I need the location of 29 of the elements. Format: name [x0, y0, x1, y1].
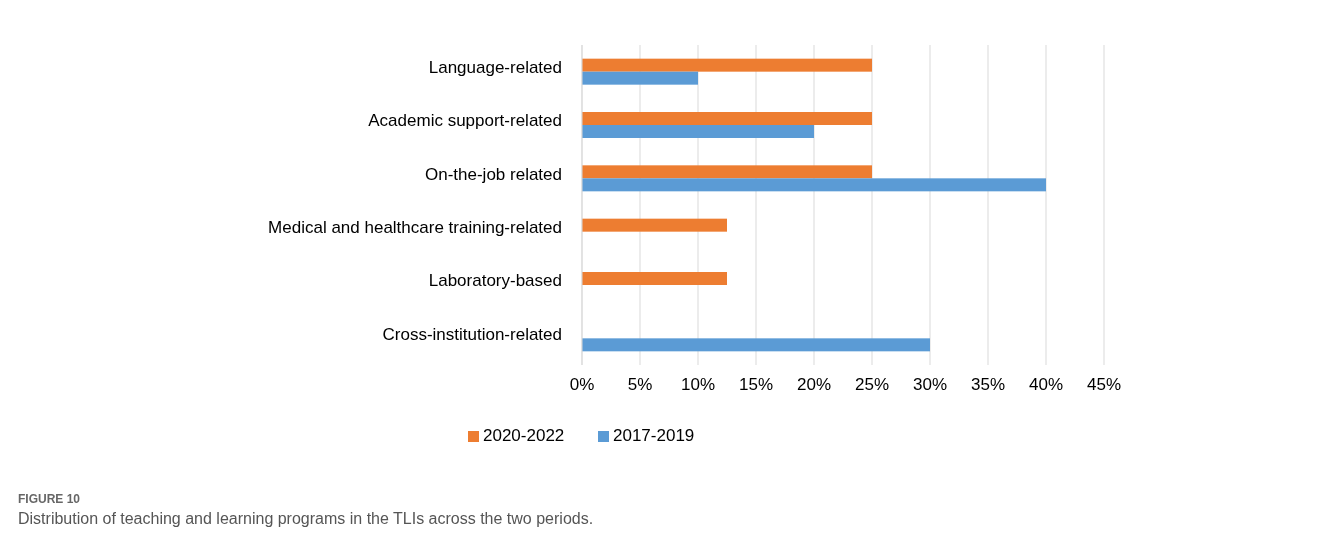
bar — [582, 112, 872, 125]
y-tick-label: Medical and healthcare training-related — [268, 218, 562, 238]
y-tick-label: Academic support-related — [368, 111, 562, 131]
y-tick-label: Language-related — [428, 58, 562, 78]
bar — [582, 218, 727, 232]
x-tick-label: 35% — [970, 375, 1006, 394]
bar — [582, 125, 814, 138]
x-tick-label: 30% — [912, 375, 948, 394]
x-tick-label: 45% — [1086, 375, 1122, 394]
x-tick-label: 15% — [738, 375, 774, 394]
caption: FIGURE 10 — [18, 492, 81, 506]
y-tick-label: On-the-job related — [424, 164, 562, 184]
legend-label: 2020-2022 — [483, 426, 565, 446]
legend-label: 2017-2019 — [613, 426, 695, 446]
x-tick-label: 0% — [569, 375, 595, 394]
x-tick-label: 5% — [627, 375, 653, 394]
bar — [582, 178, 1046, 192]
x-tick-label: 40% — [1028, 375, 1064, 394]
bar — [582, 338, 930, 352]
bar — [582, 71, 698, 85]
x-tick-label: 20% — [796, 375, 832, 394]
bar — [582, 165, 872, 179]
bar — [582, 272, 727, 285]
text: Distribution of teaching and learning programs in the TLIs across the two periods. — [18, 510, 594, 527]
y-tick-label: Laboratory-based — [428, 271, 562, 291]
y-tick-label: Cross-institution-related — [382, 324, 562, 344]
bar — [582, 58, 872, 72]
x-tick-label: 10% — [680, 375, 716, 394]
x-tick-label: 25% — [854, 375, 890, 394]
